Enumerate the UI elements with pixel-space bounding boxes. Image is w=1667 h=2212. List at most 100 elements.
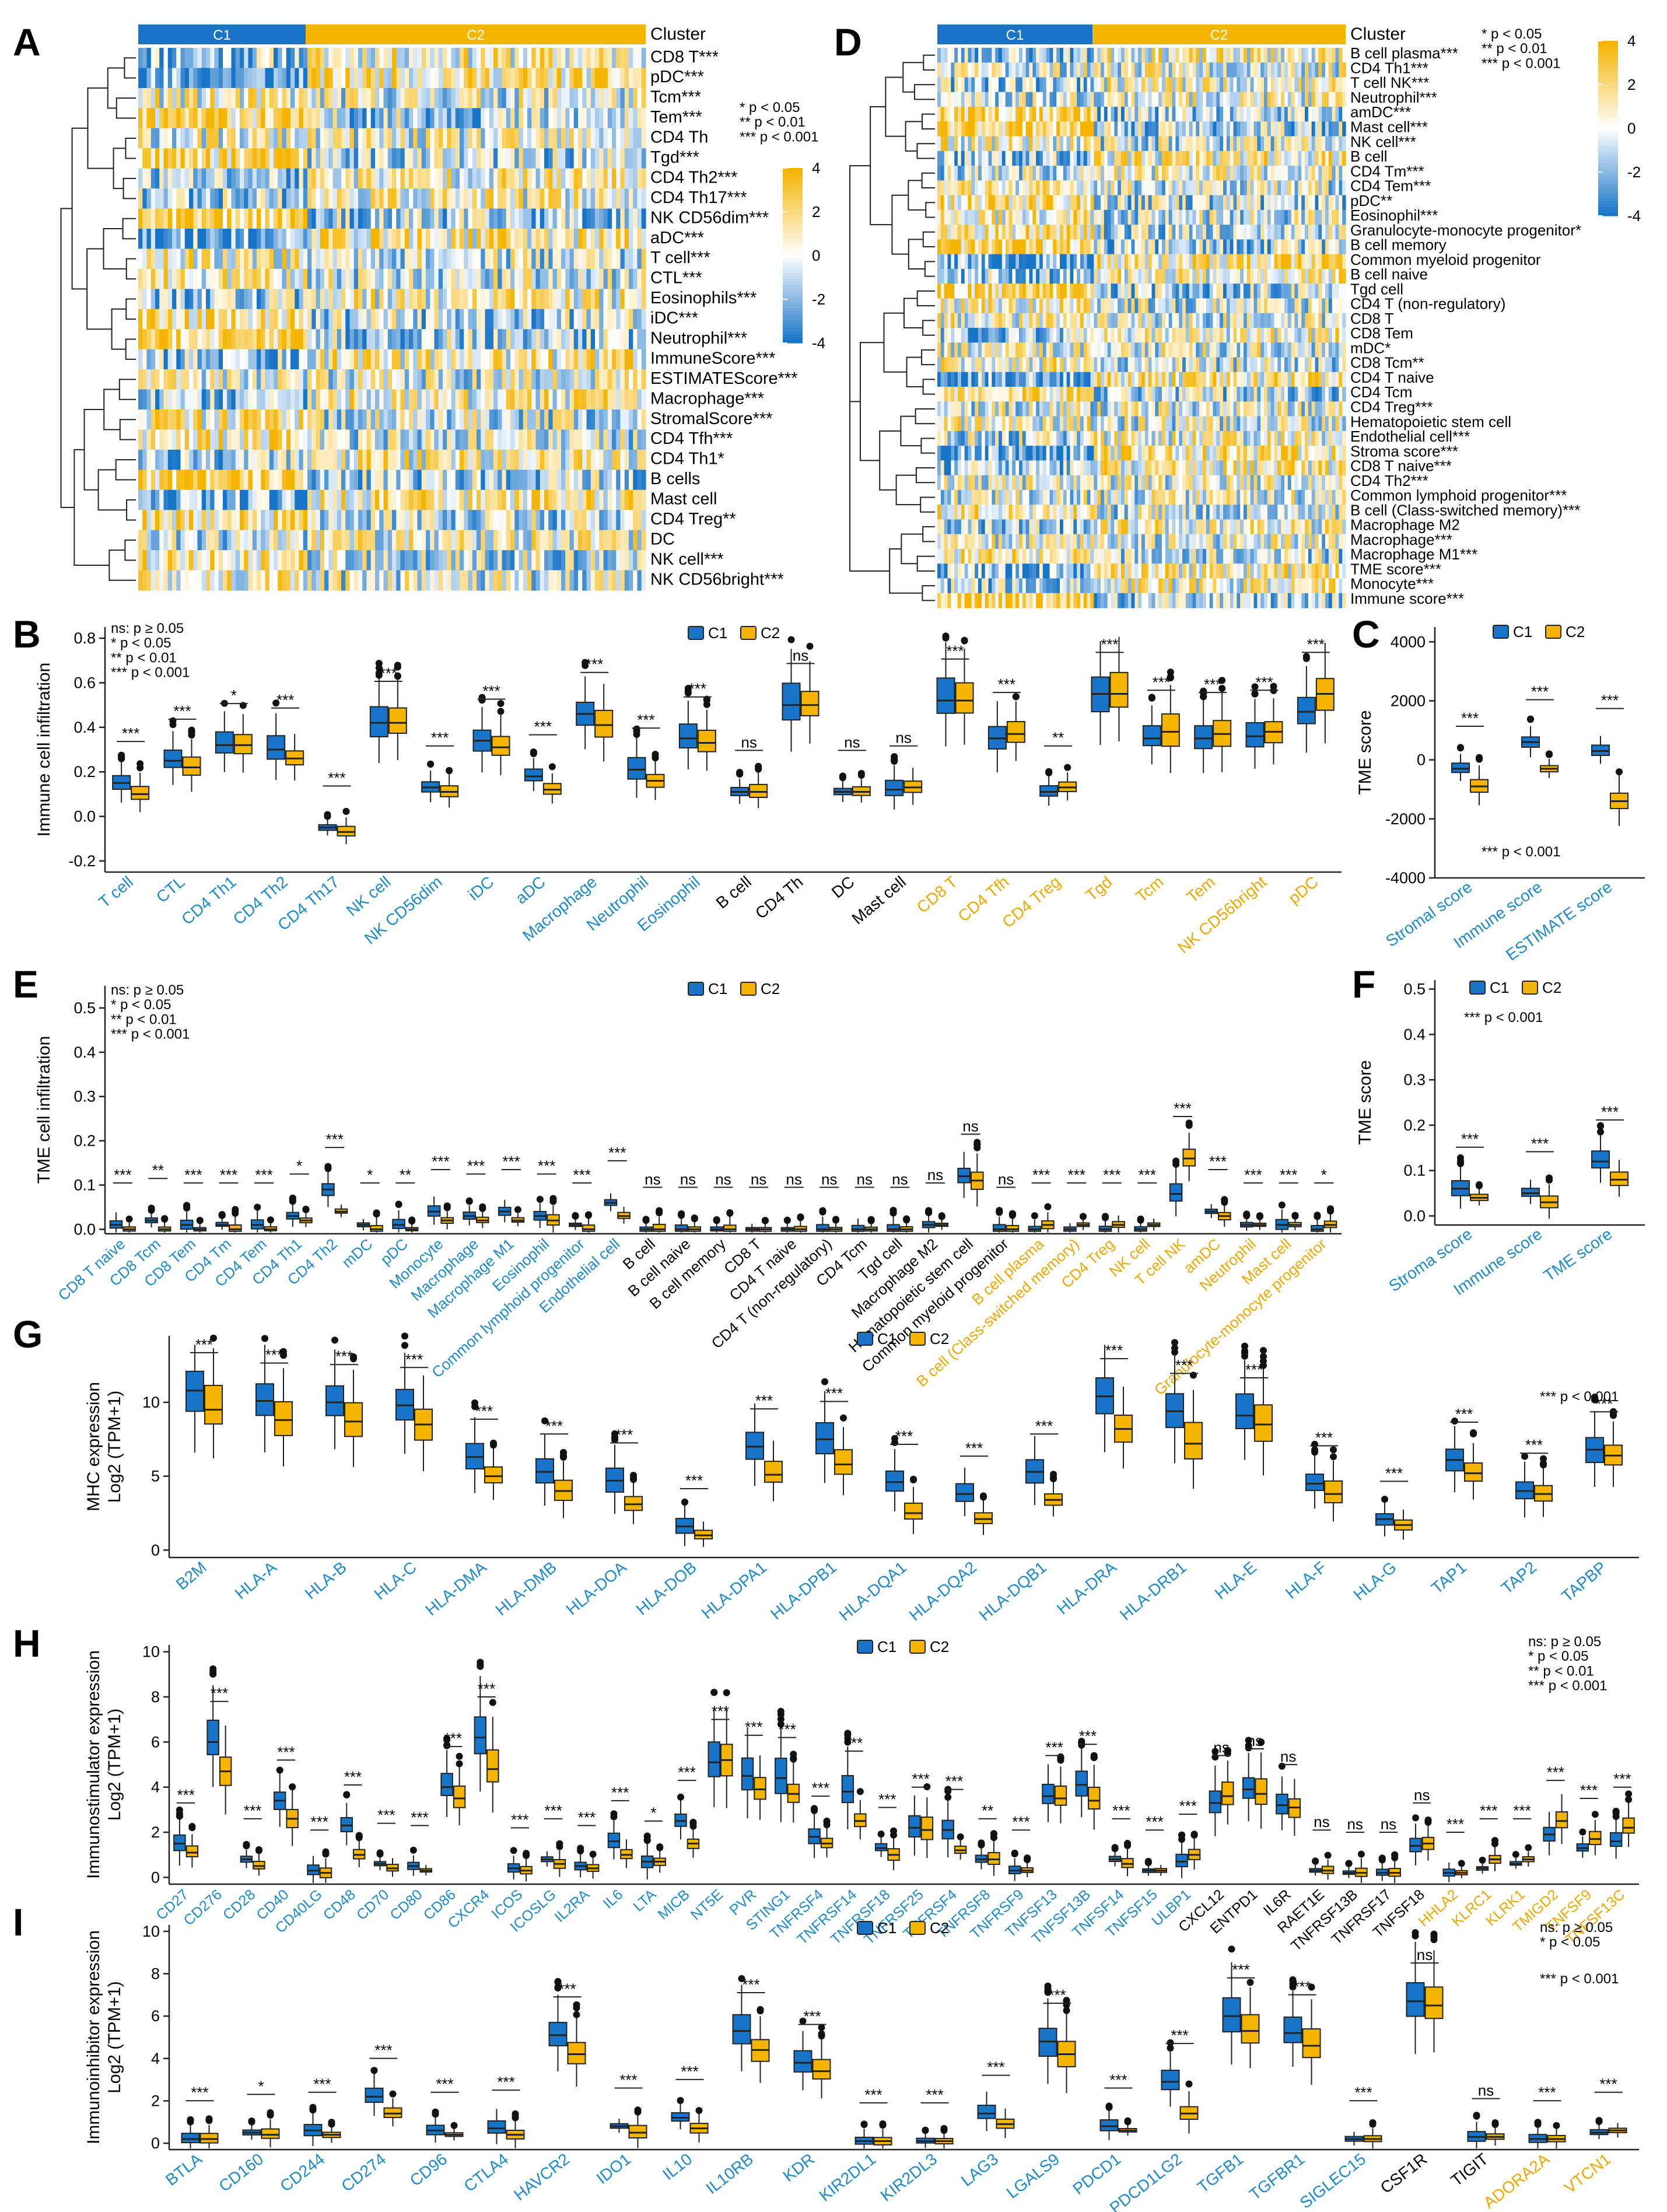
heatmap-cell	[1277, 48, 1281, 63]
heatmap-cell	[261, 208, 266, 229]
heatmap-cell	[531, 249, 537, 270]
heatmap-cell	[641, 148, 646, 169]
heatmap-cell	[163, 208, 169, 229]
heatmap-cell	[180, 449, 185, 470]
significance-note: ** p < 0.01	[740, 114, 806, 130]
heatmap-cell	[544, 108, 549, 129]
heatmap-cell	[599, 208, 604, 229]
heatmap-cell	[341, 489, 346, 510]
heatmap-cell	[311, 48, 317, 69]
heatmap-cell	[1182, 209, 1186, 225]
heatmap-cell	[968, 209, 972, 225]
heatmap-cell	[265, 249, 270, 270]
heatmap-cell	[514, 329, 520, 350]
heatmap-cell	[1328, 48, 1333, 63]
heatmap-cell	[269, 530, 274, 551]
heatmap-cell	[240, 148, 244, 169]
heatmap-cell	[1060, 239, 1064, 255]
heatmap-cell	[337, 48, 342, 69]
heatmap-cell	[641, 289, 646, 310]
heatmap-cell	[227, 349, 232, 370]
heatmap-cell	[261, 289, 266, 310]
heatmap-cell	[582, 530, 587, 551]
heatmap-cell	[531, 168, 537, 189]
heatmap-cell	[358, 208, 363, 229]
heatmap-cell	[1053, 121, 1057, 137]
heatmap-cell	[556, 68, 562, 89]
heatmap-cell	[210, 88, 215, 108]
heatmap-cell	[1189, 77, 1193, 93]
heatmap-cell	[223, 168, 227, 189]
colorbar-tick-label: 2	[812, 203, 820, 220]
heatmap-cell	[337, 349, 342, 370]
heatmap-cell	[590, 429, 596, 450]
heatmap-cell	[578, 410, 583, 430]
heatmap-cell	[1220, 150, 1224, 166]
heatmap-cell	[1284, 136, 1288, 152]
heatmap-cell	[1036, 48, 1040, 63]
heatmap-cell	[1250, 77, 1255, 93]
heatmap-cell	[1070, 48, 1074, 63]
heatmap-cell	[269, 329, 274, 350]
heatmap-cell	[379, 530, 384, 551]
heatmap-cell	[629, 68, 633, 89]
heatmap-cell	[1216, 195, 1220, 211]
heatmap-cell	[599, 68, 604, 89]
heatmap-cell	[438, 309, 443, 330]
heatmap-cell	[1325, 121, 1329, 137]
heatmap-cell	[353, 470, 359, 491]
heatmap-cell	[1322, 92, 1326, 107]
heatmap-cell	[599, 168, 604, 189]
heatmap-cell	[345, 570, 351, 591]
heatmap-cell	[607, 48, 612, 69]
heatmap-cell	[1097, 225, 1101, 240]
heatmap-cell	[1216, 166, 1220, 181]
heatmap-cell	[379, 48, 384, 69]
heatmap-cell	[387, 410, 393, 430]
heatmap-cell	[353, 329, 359, 350]
heatmap-cell	[235, 268, 240, 289]
heatmap-cell	[392, 329, 397, 350]
heatmap-cell	[535, 229, 541, 250]
heatmap-cell	[400, 128, 405, 149]
heatmap-cell	[290, 550, 295, 571]
heatmap-cell	[189, 489, 194, 510]
heatmap-cell	[1039, 92, 1043, 107]
colorbar-step	[783, 191, 803, 195]
heatmap-cell	[421, 329, 426, 350]
heatmap-cell	[637, 88, 642, 108]
heatmap-cell	[578, 449, 583, 470]
heatmap-cell	[159, 489, 164, 510]
heatmap-cell	[569, 108, 575, 129]
heatmap-cell	[362, 389, 367, 410]
heatmap-cell	[599, 489, 604, 510]
heatmap-cell	[218, 249, 223, 270]
heatmap-cell	[274, 289, 278, 310]
heatmap-cell	[370, 68, 376, 89]
heatmap-cell	[620, 570, 625, 591]
heatmap-cell	[451, 48, 456, 69]
heatmap-cell	[193, 148, 198, 169]
heatmap-cell	[1012, 77, 1016, 93]
heatmap-cell	[316, 289, 321, 310]
heatmap-cell	[493, 309, 498, 330]
heatmap-row-label: B cell plasma***	[1350, 44, 1458, 62]
heatmap-cell	[324, 550, 329, 571]
heatmap-cell	[295, 410, 300, 430]
heatmap-cell	[988, 150, 992, 166]
heatmap-cell	[409, 550, 414, 571]
heatmap-cell	[1253, 107, 1258, 122]
heatmap-cell	[1127, 62, 1132, 78]
heatmap-cell	[146, 148, 152, 169]
heatmap-cell	[527, 349, 532, 370]
heatmap-cell	[1063, 121, 1067, 137]
heatmap-cell	[223, 329, 227, 350]
heatmap-cell	[274, 329, 278, 350]
dendrogram-branch	[115, 459, 136, 481]
heatmap-cell	[324, 449, 329, 470]
heatmap-cell	[1066, 209, 1071, 225]
heatmap-cell	[1127, 136, 1132, 152]
heatmap-cell	[1158, 77, 1162, 93]
heatmap-cell	[193, 88, 198, 108]
heatmap-cell	[404, 168, 409, 189]
